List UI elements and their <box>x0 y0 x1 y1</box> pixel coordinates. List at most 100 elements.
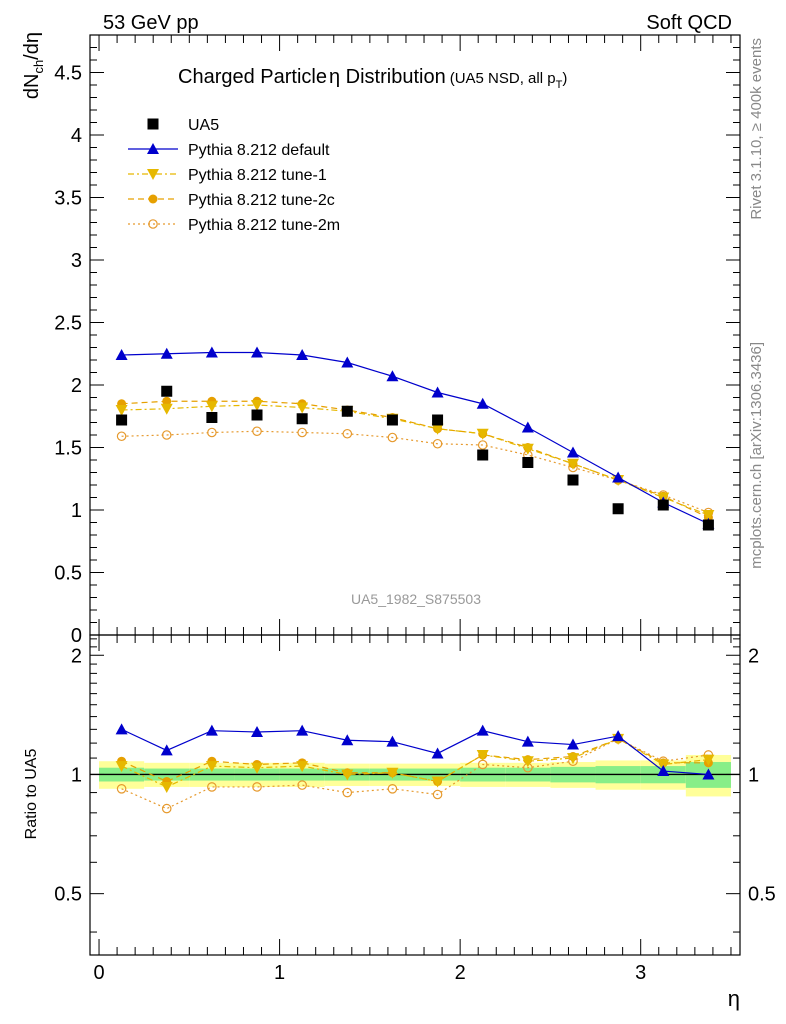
ratio-pythia-8-212-default-point <box>612 730 625 742</box>
ratio-pythia-8-212-tune-2m-point <box>116 783 127 794</box>
top-pythia-8-212-tune-1-point <box>160 403 173 415</box>
ratio-pythia-8-212-tune-1-point <box>386 767 399 779</box>
x-tick-label: 3 <box>635 962 646 984</box>
top-pythia-8-212-default-point <box>476 397 489 409</box>
top-pythia-8-212-tune-2m-point <box>342 428 353 439</box>
ratio-tick-label-left: 2 <box>71 645 82 667</box>
top-pythia-8-212-default-point <box>205 346 218 358</box>
legend-label: Pythia 8.212 tune-1 <box>188 167 327 184</box>
top-pythia-8-212-default-point <box>612 471 625 483</box>
top-ua5-point <box>386 414 398 426</box>
legend-label: Pythia 8.212 default <box>188 142 330 159</box>
x-tick-label: 1 <box>274 962 285 984</box>
y-tick-label: 1 <box>71 500 82 522</box>
top-pythia-8-212-tune-1-point <box>476 428 489 440</box>
ratio-pythia-8-212-tune-1-point <box>296 761 309 773</box>
top-pythia-8-212-tune-2m-point <box>116 431 127 442</box>
uncertainty-bands <box>90 754 740 797</box>
top-pythia-8-212-default-point <box>251 346 264 358</box>
top-pythia-8-212-tune-2m-point <box>387 432 398 443</box>
top-ua5-point <box>251 409 263 421</box>
ratio-pythia-8-212-tune-2m-point <box>161 803 172 814</box>
top-ua5-point <box>612 503 624 515</box>
top-pythia-8-212-tune-2c-line <box>121 400 709 519</box>
y-tick-label: 3.5 <box>54 188 82 210</box>
top-pythia-8-212-tune-1-point <box>566 458 579 470</box>
top-pythia-8-212-default-point <box>296 349 309 360</box>
ratio-pythia-8-212-default-point <box>566 738 579 750</box>
y-tick-label: 2.5 <box>54 313 82 335</box>
top-pythia-8-212-tune-1-point <box>431 423 444 435</box>
top-pythia-8-212-tune-1-point <box>115 405 128 416</box>
ratio-pythia-8-212-default-line <box>121 728 709 776</box>
top-pythia-8-212-tune-2m-line <box>121 430 709 514</box>
top-pythia-8-212-tune-2m-point <box>207 427 217 438</box>
top-pythia-8-212-tune-2m-point <box>432 438 443 449</box>
top-ua5-point <box>116 414 128 426</box>
top-pythia-8-212-tune-2m-point <box>252 426 262 437</box>
top-pythia-8-212-default-point <box>521 421 534 433</box>
ratio-tick-label-right: 2 <box>748 645 759 667</box>
ratio-pythia-8-212-tune-1-point <box>657 759 670 771</box>
ratio-tick-label-left: 1 <box>71 764 82 786</box>
x-tick-label: 0 <box>93 962 104 984</box>
ratio-pythia-8-212-default-point <box>341 734 354 746</box>
ratio-pythia-8-212-tune-2m-point <box>207 782 217 792</box>
legend-label: Pythia 8.212 tune-2c <box>188 192 335 209</box>
ratio-pythia-8-212-tune-1-point <box>476 749 489 761</box>
top-pythia-8-212-tune-1-point <box>296 402 309 414</box>
y-tick-label: 2 <box>71 375 82 397</box>
top-ua5-point <box>567 474 579 486</box>
top-pythia-8-212-tune-1-line <box>121 404 709 516</box>
ratio-pythia-8-212-tune-1-point <box>205 761 218 773</box>
ratio-pythia-8-212-tune-2m-point <box>252 782 262 792</box>
ratio-pythia-8-212-tune-1-line <box>121 738 709 788</box>
y-tick-label: 0.5 <box>54 563 82 585</box>
ratio-pythia-8-212-tune-2m-point <box>342 787 353 798</box>
ratio-pythia-8-212-default-point <box>657 765 670 777</box>
legend-marker <box>148 194 158 204</box>
top-ua5-point <box>296 413 308 425</box>
ratio-pythia-8-212-tune-1-point <box>521 756 534 768</box>
y-tick-label: 3 <box>71 250 82 272</box>
legend-marker <box>147 169 159 180</box>
ratio-tick-label-left: 0.5 <box>54 884 82 906</box>
ratio-pythia-8-212-tune-1-point <box>160 781 173 793</box>
ratio-pythia-8-212-default-point <box>296 724 309 736</box>
ratio-pythia-8-212-tune-1-point <box>702 754 715 766</box>
top-ua5-point <box>702 519 714 531</box>
legend-marker <box>147 143 159 154</box>
top-pythia-8-212-default-point <box>566 446 579 458</box>
y-tick-label: 1.5 <box>54 438 82 460</box>
top-pythia-8-212-tune-1-point <box>521 443 534 455</box>
top-pythia-8-212-tune-1-point <box>702 510 715 521</box>
header-left: 53 GeV pp <box>103 12 199 34</box>
ratio-pythia-8-212-default-point <box>702 768 715 780</box>
top-panel-series <box>115 346 715 531</box>
bottom-panel-series <box>115 723 715 814</box>
ratio-pythia-8-212-default-point <box>251 726 264 738</box>
ratio-pythia-8-212-tune-1-point <box>341 769 354 781</box>
ratio-tick-label-right: 1 <box>748 764 759 786</box>
ratio-pythia-8-212-tune-1-point <box>566 753 579 765</box>
top-pythia-8-212-default-line <box>121 351 709 525</box>
y-tick-label: 4.5 <box>54 63 82 85</box>
ratio-pythia-8-212-default-point <box>115 723 128 735</box>
ratio-pythia-8-212-default-point <box>386 735 399 747</box>
top-ua5-point <box>657 499 669 511</box>
ratio-pythia-8-212-tune-1-point <box>115 761 128 773</box>
top-pythia-8-212-default-point <box>341 356 354 368</box>
y-axis-label-bottom: Ratio to UA5 <box>23 749 40 840</box>
chart-title: Charged Particle η Distribution (UA5 NSD, … <box>178 66 567 91</box>
x-axis-label: η <box>728 986 740 1011</box>
legend-label: UA5 <box>188 117 219 134</box>
ratio-tick-label-right: 0.5 <box>748 884 776 906</box>
top-pythia-8-212-default-point <box>160 347 173 359</box>
top-ua5-point <box>161 385 173 397</box>
legend-marker <box>148 219 158 229</box>
top-pythia-8-212-default-point <box>115 349 128 360</box>
legend-marker <box>147 118 159 130</box>
ratio-pythia-8-212-tune-2m-point <box>432 789 443 800</box>
bottom-panel-ticks: 0.5 0.5 1 1 2 2 0 1 2 3 <box>54 635 776 984</box>
